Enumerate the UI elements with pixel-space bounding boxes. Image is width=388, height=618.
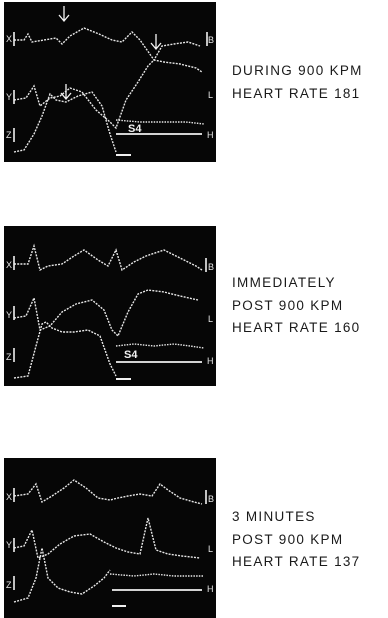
right-label-h: H: [207, 356, 214, 366]
right-label-l: L: [208, 90, 213, 100]
right-label-h: H: [207, 584, 214, 594]
lead-label-y: Y: [6, 92, 12, 102]
trace-baseline-right: [115, 343, 205, 349]
right-label-b: B: [208, 262, 214, 272]
sound-label-s4: S4: [124, 349, 138, 361]
trace-y: [13, 517, 201, 559]
right-label-b: B: [208, 35, 214, 45]
caption-during-exercise: DURING 900 KPM HEART RATE 181: [232, 63, 363, 101]
right-label-b: B: [208, 494, 214, 504]
caption-immediately-post: IMMEDIATELY POST 900 KPM HEART RATE 160: [232, 275, 361, 335]
ecg-traces: X Y Z B L H: [6, 479, 214, 607]
ecg-panel-during-exercise: X Y Z B L H S4: [4, 2, 216, 162]
lead-label-z: Z: [6, 130, 12, 140]
lead-label-y: Y: [6, 540, 12, 550]
trace-x: [13, 479, 203, 505]
caption-3-minutes-post: 3 MINUTES POST 900 KPM HEART RATE 137: [232, 509, 361, 569]
trace-y: [13, 289, 199, 338]
lead-label-z: Z: [6, 352, 12, 362]
lead-label-x: X: [6, 260, 12, 270]
trace-x: [14, 27, 201, 62]
lead-label-y: Y: [6, 310, 12, 320]
trace-baseline-right: [115, 119, 205, 125]
trace-z: [13, 547, 111, 603]
ecg-panel-3-minutes-post: X Y Z B L H: [4, 458, 216, 618]
trace-baseline-right: [109, 573, 204, 577]
trace-x: [14, 243, 203, 272]
trace-z: [13, 91, 117, 153]
ecg-panel-immediately-post: X Y Z B L H S4: [4, 226, 216, 386]
right-label-l: L: [208, 544, 213, 554]
ecg-traces: X Y Z B L H S4: [6, 243, 214, 380]
sound-label-s4: S4: [128, 123, 142, 135]
arrow-icon: [58, 6, 162, 101]
right-label-h: H: [207, 130, 214, 140]
lead-label-x: X: [6, 34, 12, 44]
trace-z: [13, 321, 117, 379]
lead-label-x: X: [6, 492, 12, 502]
trace-y: [13, 59, 203, 130]
right-label-l: L: [208, 314, 213, 324]
lead-label-z: Z: [6, 580, 12, 590]
ecg-traces: X Y Z B L H S4: [6, 6, 214, 156]
